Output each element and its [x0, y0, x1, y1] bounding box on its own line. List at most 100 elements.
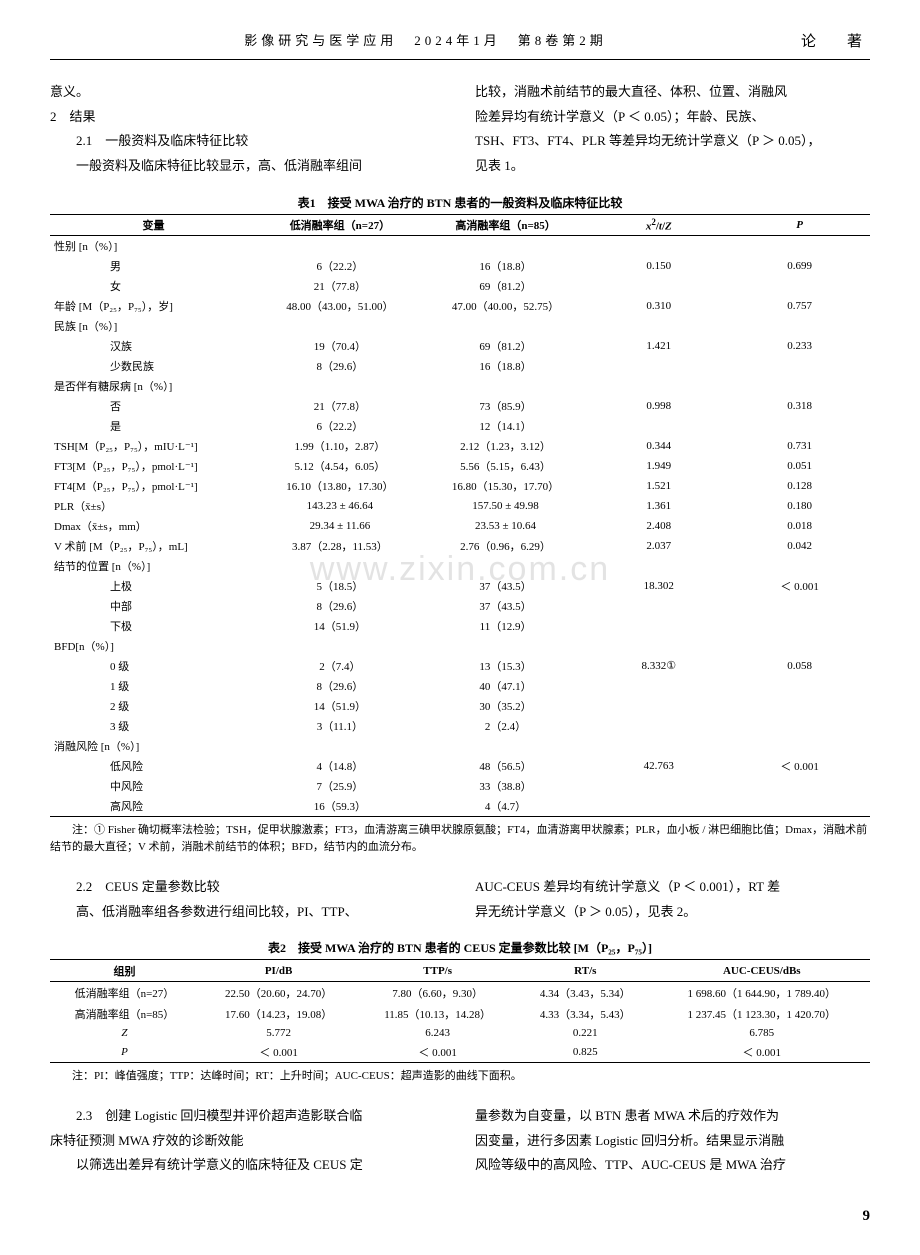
table-cell: 73（85.9） [423, 396, 589, 416]
table-header: 组别 [50, 960, 199, 982]
table-cell: BFD[n（%）] [50, 636, 257, 656]
table2-caption: 表2 接受 MWA 治疗的 BTN 患者的 CEUS 定量参数比较 [M（P₂₅… [50, 939, 870, 956]
table-cell: 0.731 [729, 436, 870, 456]
table-cell: 2.76（0.96，6.29） [423, 536, 589, 556]
table-cell: 29.34 ± 11.66 [257, 516, 423, 536]
table-cell [588, 376, 729, 396]
table-cell: 21（77.8） [257, 396, 423, 416]
table-cell: 0.757 [729, 296, 870, 316]
table-cell: 30（35.2） [423, 696, 589, 716]
journal-title: 影像研究与医学应用 2024年1月 第8卷第2期 [244, 30, 607, 51]
table-cell [588, 356, 729, 376]
table-row: 高风险16（59.3）4（4.7） [50, 796, 870, 817]
table-row: Z5.7726.2430.2216.785 [50, 1024, 870, 1041]
table-cell: P [50, 1041, 199, 1063]
table-cell: 23.53 ± 10.64 [423, 516, 589, 536]
table2-note: 注：PI：峰值强度；TTP：达峰时间；RT：上升时间；AUC-CEUS：超声造影… [50, 1068, 870, 1086]
table-cell [588, 316, 729, 336]
table-cell: 69（81.2） [423, 276, 589, 296]
table-cell [729, 376, 870, 396]
text-line: 床特征预测 MWA 疗效的诊断效能 [50, 1129, 445, 1154]
table-cell [729, 596, 870, 616]
table-cell: 4.33（3.34，5.43） [517, 1003, 654, 1024]
table-cell: 5.12（4.54，6.05） [257, 456, 423, 476]
table-cell: ＜ 0.001 [729, 576, 870, 596]
text-line: 意义。 [50, 80, 445, 105]
table-cell: 47.00（40.00，52.75） [423, 296, 589, 316]
table-row: 上极5（18.5）37（43.5）18.302＜ 0.001 [50, 576, 870, 596]
table-cell [729, 556, 870, 576]
table-cell: 0.344 [588, 436, 729, 456]
table-cell: 48.00（43.00，51.00） [257, 296, 423, 316]
table-cell: 中部 [50, 596, 257, 616]
table-row: 0 级2（7.4）13（15.3）8.332①0.058 [50, 656, 870, 676]
table-cell: 1.949 [588, 456, 729, 476]
table-header: x2/t/Z [588, 214, 729, 235]
table-cell: 6（22.2） [257, 256, 423, 276]
table-cell: 低风险 [50, 756, 257, 776]
subsection-heading: 2.1 一般资料及临床特征比较 [50, 129, 445, 154]
table-row: 下极14（51.9）11（12.9） [50, 616, 870, 636]
table-row: PLR（x̄±s）143.23 ± 46.64157.50 ± 49.981.3… [50, 496, 870, 516]
table-cell [588, 276, 729, 296]
table-cell [729, 416, 870, 436]
table-cell: 143.23 ± 46.64 [257, 496, 423, 516]
table-cell [423, 376, 589, 396]
table-cell [729, 696, 870, 716]
table-cell: 1 级 [50, 676, 257, 696]
table-cell [257, 235, 423, 256]
table-cell: 0.699 [729, 256, 870, 276]
table-cell: 157.50 ± 49.98 [423, 496, 589, 516]
table-cell: 0.221 [517, 1024, 654, 1041]
table-cell: 是 [50, 416, 257, 436]
table-cell [423, 316, 589, 336]
table-cell [423, 556, 589, 576]
table-cell: 性别 [n（%）] [50, 235, 257, 256]
table-cell: 1.421 [588, 336, 729, 356]
table-cell: 0.128 [729, 476, 870, 496]
table-cell: 0.018 [729, 516, 870, 536]
table-cell [423, 736, 589, 756]
table-row: V 术前 [M（P₂₅，P₇₅），mL]3.87（2.28，11.53）2.76… [50, 536, 870, 556]
table-cell: V 术前 [M（P₂₅，P₇₅），mL] [50, 536, 257, 556]
table-cell: 2（7.4） [257, 656, 423, 676]
table-cell: PLR（x̄±s） [50, 496, 257, 516]
table-cell: Z [50, 1024, 199, 1041]
table-cell: 1.521 [588, 476, 729, 496]
table-cell: 高风险 [50, 796, 257, 817]
table-row: 男6（22.2）16（18.8）0.1500.699 [50, 256, 870, 276]
table-cell [588, 796, 729, 817]
table-cell: TSH[M（P₂₅，P₇₅），mIU·L⁻¹] [50, 436, 257, 456]
table-row: BFD[n（%）] [50, 636, 870, 656]
table-cell [729, 636, 870, 656]
table-header: 高消融率组（n=85） [423, 214, 589, 235]
table-cell: 16.80（15.30，17.70） [423, 476, 589, 496]
table-cell: 3 级 [50, 716, 257, 736]
table-cell: 0.318 [729, 396, 870, 416]
table-row: 否21（77.8）73（85.9）0.9980.318 [50, 396, 870, 416]
table-cell: 19（70.4） [257, 336, 423, 356]
text-line: 比较，消融术前结节的最大直径、体积、位置、消融风 [475, 80, 870, 105]
table-cell: 0.150 [588, 256, 729, 276]
table-cell [257, 636, 423, 656]
table-cell: 16（18.8） [423, 256, 589, 276]
table-cell: 1.361 [588, 496, 729, 516]
table-cell: 0.051 [729, 456, 870, 476]
table-cell: 2（2.4） [423, 716, 589, 736]
table-cell: 3.87（2.28，11.53） [257, 536, 423, 556]
table-cell [729, 235, 870, 256]
table-cell: 33（38.8） [423, 776, 589, 796]
table-row: P＜ 0.001＜ 0.0010.825＜ 0.001 [50, 1041, 870, 1063]
table-cell: 是否伴有糖尿病 [n（%）] [50, 376, 257, 396]
table-cell [588, 416, 729, 436]
table-cell: 0.825 [517, 1041, 654, 1063]
table-cell: 0.058 [729, 656, 870, 676]
table-cell: 汉族 [50, 336, 257, 356]
table-cell: 16.10（13.80，17.30） [257, 476, 423, 496]
table-cell: 1 237.45（1 123.30，1 420.70） [654, 1003, 870, 1024]
table-row: 少数民族8（29.6）16（18.8） [50, 356, 870, 376]
mid-paragraph: 2.2 CEUS 定量参数比较 高、低消融率组各参数进行组间比较，PI、TTP、… [50, 875, 870, 924]
table-cell [729, 776, 870, 796]
top-paragraph: 意义。 2 结果 2.1 一般资料及临床特征比较 一般资料及临床特征比较显示，高… [50, 80, 870, 179]
table-cell: 5.772 [199, 1024, 358, 1041]
